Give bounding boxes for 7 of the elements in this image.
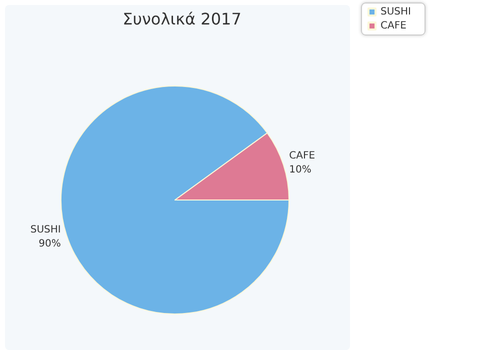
- slice-label: CAFE: [289, 150, 316, 162]
- data-label: 10%: [289, 164, 312, 176]
- slice-label: SUSHI: [30, 224, 61, 236]
- legend-label: CAFE: [380, 20, 406, 32]
- data-label: 90%: [38, 238, 61, 250]
- text: Συνολικά 2017: [122, 10, 242, 28]
- legend-label: SUSHI: [380, 6, 411, 18]
